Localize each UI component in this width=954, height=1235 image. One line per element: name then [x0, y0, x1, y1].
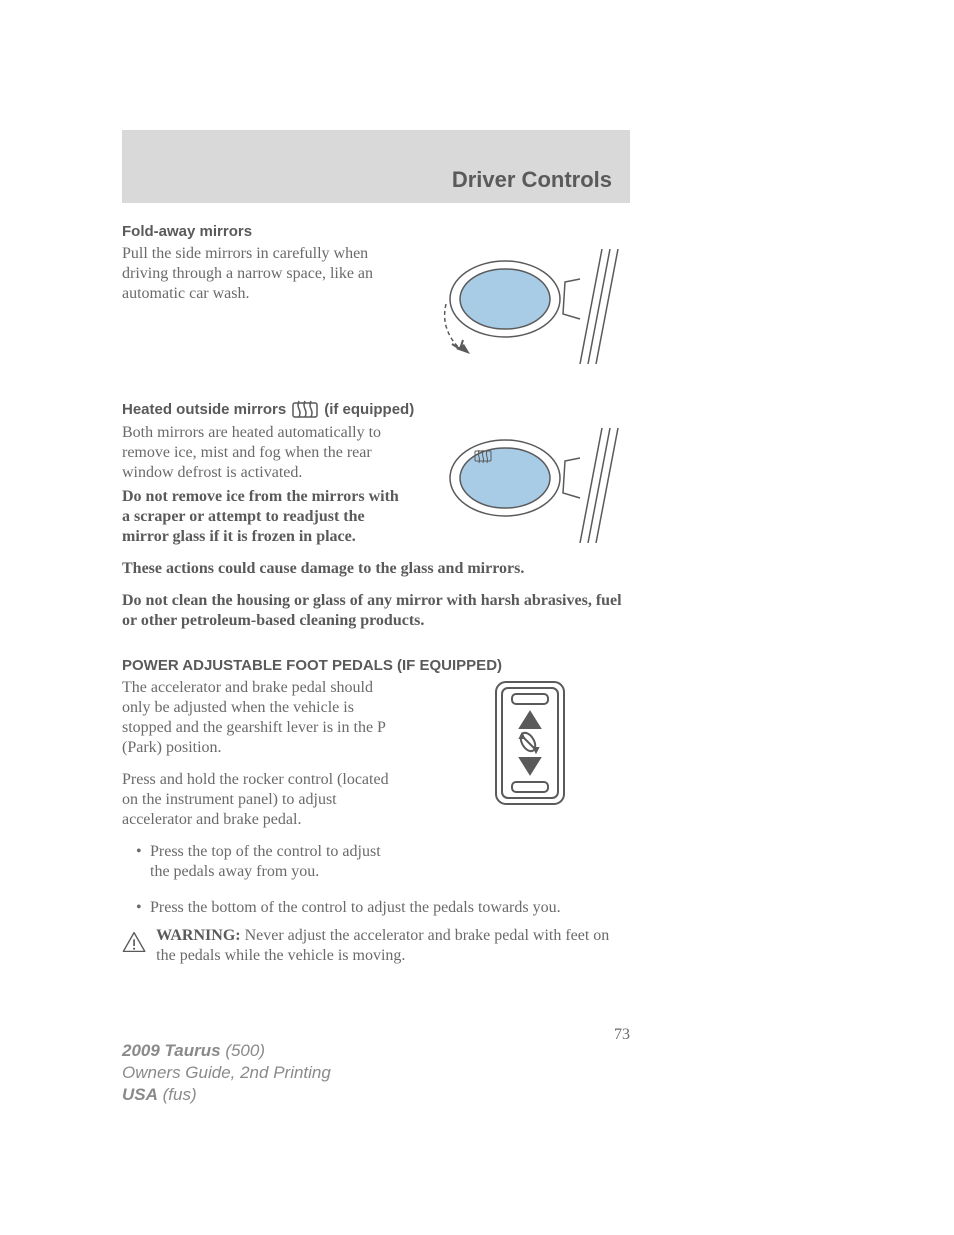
section2-bold1-rest: These actions could cause damage to the … — [122, 559, 630, 579]
section3-body1: The accelerator and brake pedal should o… — [122, 678, 402, 758]
footer-line2: Owners Guide, 2nd Printing — [122, 1062, 331, 1084]
mirror-fold-figure — [430, 244, 630, 369]
defrost-icon — [292, 399, 318, 419]
footer-line1-bold: 2009 Taurus — [122, 1041, 221, 1060]
section1-text: Pull the side mirrors in carefully when … — [122, 244, 402, 308]
section1-body: Pull the side mirrors in carefully when … — [122, 244, 402, 304]
section2-body1: Both mirrors are heated automatically to… — [122, 423, 402, 483]
bullet-2: Press the bottom of the control to adjus… — [136, 898, 630, 918]
section3-heading: POWER ADJUSTABLE FOOT PEDALS (IF EQUIPPE… — [122, 657, 630, 674]
section2-text: Both mirrors are heated automatically to… — [122, 423, 402, 551]
section2-bold2: Do not clean the housing or glass of any… — [122, 591, 630, 631]
section2-heading: Heated outside mirrors (if equipped) — [122, 399, 630, 419]
footer-line1: 2009 Taurus (500) — [122, 1040, 331, 1062]
mirror-fold-svg — [430, 244, 630, 364]
warning-text: WARNING: Never adjust the accelerator an… — [156, 926, 630, 966]
footer-line3: USA (fus) — [122, 1084, 331, 1106]
mirror-heated-svg — [430, 423, 630, 543]
section2-heading-pre: Heated outside mirrors — [122, 401, 286, 418]
warning-block: WARNING: Never adjust the accelerator an… — [122, 926, 630, 966]
header-title: Driver Controls — [452, 167, 612, 193]
footer-line3-bold: USA — [122, 1085, 158, 1104]
section2-bold1-part: Do not remove ice from the mirrors with … — [122, 487, 402, 547]
pedal-rocker-figure — [490, 678, 630, 813]
footer-line1-rest: (500) — [221, 1041, 265, 1060]
bullet-1: Press the top of the control to adjust t… — [136, 842, 402, 882]
pedal-rocker-svg — [490, 678, 570, 808]
page-content: Driver Controls Fold-away mirrors Pull t… — [122, 130, 632, 1044]
header-banner: Driver Controls — [122, 130, 630, 203]
section2-row: Both mirrors are heated automatically to… — [122, 423, 630, 551]
mirror-heated-figure — [430, 423, 630, 548]
warning-icon — [122, 926, 146, 958]
section3-bullets-cont: Press the bottom of the control to adjus… — [122, 898, 630, 918]
section1-row: Pull the side mirrors in carefully when … — [122, 244, 630, 369]
section3-text: The accelerator and brake pedal should o… — [122, 678, 402, 890]
content-area: Fold-away mirrors Pull the side mirrors … — [122, 203, 630, 1044]
section3-row: The accelerator and brake pedal should o… — [122, 678, 630, 890]
footer: 2009 Taurus (500) Owners Guide, 2nd Prin… — [122, 1040, 331, 1106]
section3-body2: Press and hold the rocker control (locat… — [122, 770, 402, 830]
section3-bullets: Press the top of the control to adjust t… — [122, 842, 402, 882]
footer-line3-rest: (fus) — [158, 1085, 197, 1104]
section2-heading-post: (if equipped) — [324, 401, 414, 418]
warning-label: WARNING: — [156, 927, 240, 944]
section1-heading: Fold-away mirrors — [122, 223, 630, 240]
